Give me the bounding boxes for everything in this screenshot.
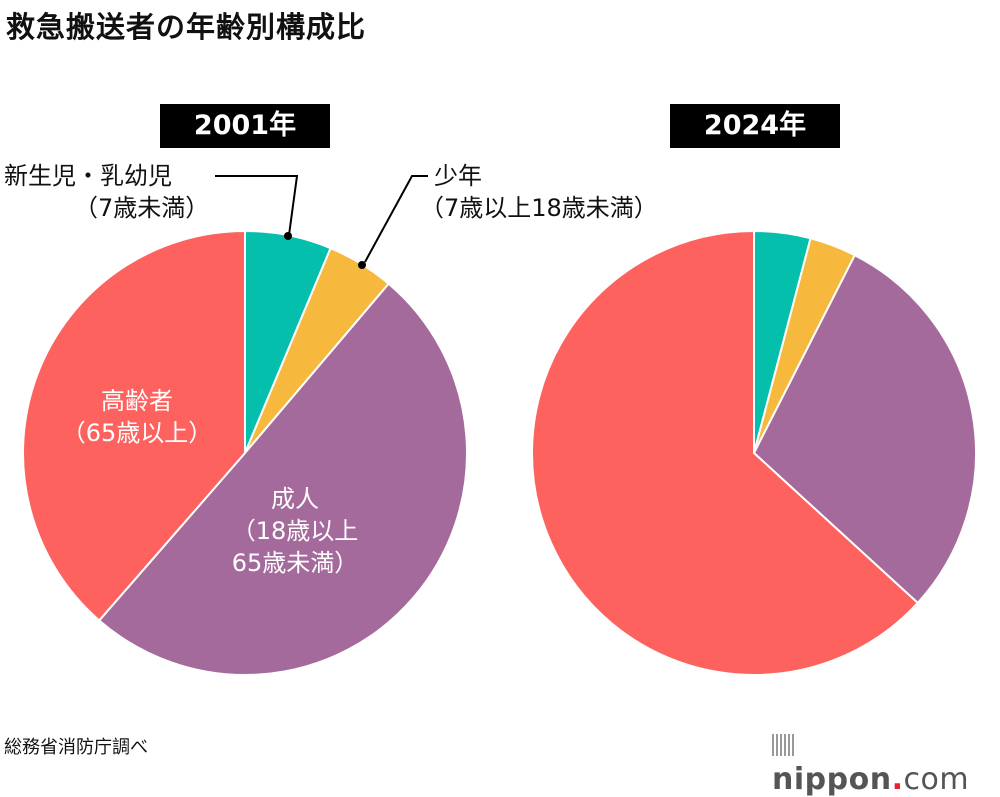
chart-title: 救急搬送者の年齢別構成比 [6, 10, 367, 44]
leader-lines [215, 175, 428, 269]
leader-dot-youth [358, 261, 366, 269]
logo-tld: com [903, 762, 970, 797]
pie-slice-adult [753, 254, 977, 604]
label-youth-line2: （7歳以上18歳未満） [420, 194, 658, 222]
pie-charts [22, 175, 977, 677]
label-adult: 成人 （18歳以上 65歳未満） [210, 483, 380, 579]
label-adult-line2: （18歳以上 [231, 517, 359, 545]
pie-2024 [531, 230, 977, 676]
label-elderly: 高齢者 （65歳以上） [52, 385, 222, 449]
leader-dot-infant [284, 232, 292, 240]
logo-bars-icon [772, 734, 796, 756]
pie-2001 [22, 230, 468, 677]
logo-dot: . [891, 762, 904, 797]
label-adult-line1: 成人 [271, 485, 319, 513]
source-note: 総務省消防庁調べ [4, 737, 148, 758]
leader-line-youth [364, 175, 428, 263]
label-youth-line1: 少年 [434, 162, 482, 190]
pie-slice-elderly [531, 230, 919, 676]
label-youth: 少年 （7歳以上18歳未満） [420, 160, 700, 224]
label-infant-line2: （7歳未満） [74, 194, 210, 222]
nippon-logo: nippon.com [772, 727, 1000, 797]
label-infant: 新生児・乳幼児 （7歳未満） [4, 160, 214, 224]
label-elderly-line1: 高齢者 [101, 387, 173, 415]
pie-slice-adult [98, 282, 468, 677]
leader-line-infant [215, 175, 299, 236]
logo-name: nippon [772, 762, 892, 797]
year-label-2024: 2024年 [670, 104, 840, 148]
pie-slice-elderly [22, 230, 246, 622]
label-elderly-line2: （65歳以上） [61, 419, 213, 447]
label-infant-line1: 新生児・乳幼児 [4, 162, 172, 190]
year-label-2001: 2001年 [160, 104, 330, 148]
label-adult-line3: 65歳未満） [231, 549, 359, 577]
